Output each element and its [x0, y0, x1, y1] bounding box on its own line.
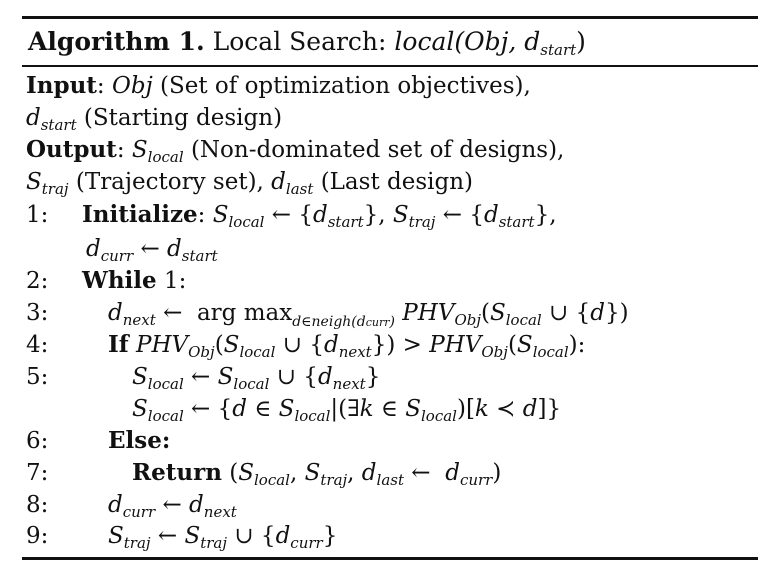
- step-1: Initialize: Slocal ← {dstart}, Straj ← {…: [82, 201, 557, 231]
- step-7: Return (Slocal, Straj, dlast ← dcurr): [132, 459, 502, 489]
- algorithm-signature: local(Obj, dstart): [394, 27, 586, 59]
- step-6: Else:: [108, 427, 171, 454]
- step-3: dnext ← arg maxd∈neigh(dcurr) PHVObj(Slo…: [108, 300, 629, 330]
- input-line: Input: Obj (Set of optimization objectiv…: [26, 72, 531, 99]
- bottom-rule: [22, 557, 758, 560]
- step-1-cont: dcurr ← dstart: [86, 236, 218, 265]
- step-number: 5:: [26, 364, 49, 390]
- title-rule: [22, 65, 758, 67]
- algorithm-label: Algorithm 1.: [28, 27, 205, 56]
- output-traj-line: Straj (Trajectory set), dlast (Last desi…: [26, 169, 474, 198]
- top-rule: [22, 16, 758, 19]
- step-8: dcurr ← dnext: [108, 492, 237, 521]
- step-2: While 1:: [82, 267, 187, 294]
- step-number: 2:: [26, 268, 49, 294]
- step-5: Slocal ← Slocal ∪ {dnext}: [132, 364, 381, 393]
- algorithm-name: Local Search:: [212, 27, 387, 56]
- step-number: 6:: [26, 428, 49, 454]
- step-number: 8:: [26, 492, 49, 518]
- step-number: 9:: [26, 523, 49, 549]
- input-dstart-line: dstart (Starting design): [26, 105, 283, 134]
- step-number: 7:: [26, 460, 49, 486]
- output-line: Output: Slocal (Non-dominated set of des…: [26, 136, 565, 166]
- step-5-cont: Slocal ← {d ∈ Slocal|(∃k ∈ Slocal)[k ≺ d…: [132, 396, 562, 425]
- step-number: 3:: [26, 300, 49, 326]
- step-number: 4:: [26, 332, 49, 358]
- algorithm-title: Algorithm 1. Local Search: local(Obj, ds…: [28, 24, 586, 60]
- step-4: If PHVObj(Slocal ∪ {dnext}) > PHVObj(Slo…: [108, 331, 586, 361]
- step-9: Straj ← Straj ∪ {dcurr}: [108, 523, 338, 552]
- step-number: 1:: [26, 202, 49, 228]
